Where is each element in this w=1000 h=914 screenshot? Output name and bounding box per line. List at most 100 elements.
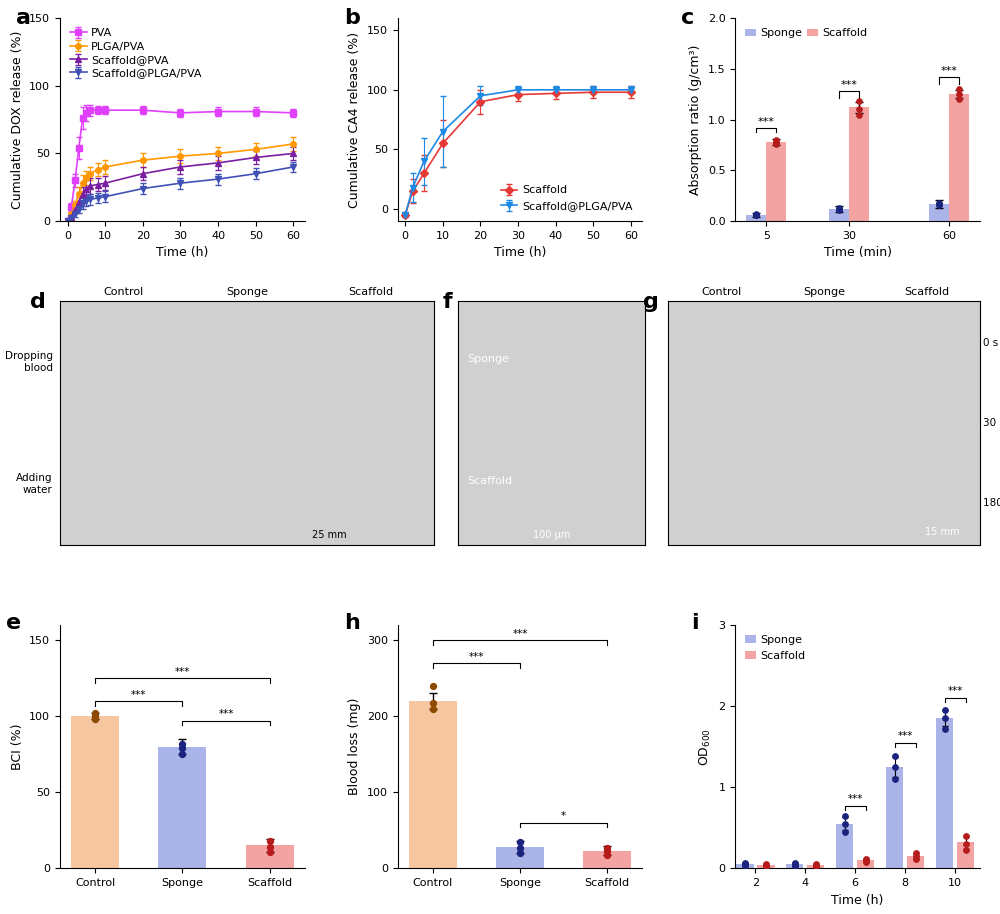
Bar xyxy=(857,860,874,868)
Text: f: f xyxy=(443,292,452,312)
Point xyxy=(512,841,528,856)
X-axis label: Time (h): Time (h) xyxy=(494,246,546,260)
Text: b: b xyxy=(344,8,360,28)
Point xyxy=(858,855,874,869)
Bar xyxy=(71,717,119,868)
Text: 30 s: 30 s xyxy=(983,418,1000,428)
Bar xyxy=(736,865,754,868)
Text: Sponge: Sponge xyxy=(226,286,268,296)
Point xyxy=(87,712,103,727)
Text: Scaffold: Scaffold xyxy=(467,476,512,486)
Text: ***: *** xyxy=(847,794,863,804)
Point xyxy=(737,857,753,872)
Point xyxy=(787,857,803,872)
Text: Scaffold: Scaffold xyxy=(904,286,950,296)
Text: 15 mm: 15 mm xyxy=(925,527,960,537)
Text: ***: *** xyxy=(131,689,146,699)
Point xyxy=(908,845,924,860)
Point xyxy=(87,706,103,720)
Bar xyxy=(786,865,803,868)
Text: Sponge: Sponge xyxy=(467,355,509,364)
Text: ***: *** xyxy=(841,80,858,90)
Point xyxy=(599,841,615,856)
Point xyxy=(908,852,924,866)
X-axis label: Time (h): Time (h) xyxy=(831,894,884,907)
Bar xyxy=(583,851,631,868)
Text: Sponge: Sponge xyxy=(803,286,845,296)
Point xyxy=(787,858,803,873)
Y-axis label: Cumulative CA4 release (%): Cumulative CA4 release (%) xyxy=(348,32,361,207)
Point xyxy=(808,857,824,872)
X-axis label: Time (h): Time (h) xyxy=(156,246,209,260)
Point xyxy=(837,824,853,839)
Bar xyxy=(849,108,869,221)
Point xyxy=(837,816,853,831)
Text: h: h xyxy=(344,613,360,632)
Point xyxy=(512,845,528,860)
Point xyxy=(837,808,853,823)
Point xyxy=(748,208,764,223)
Point xyxy=(262,834,278,848)
Bar xyxy=(746,215,766,221)
Bar xyxy=(957,843,974,868)
Point xyxy=(858,851,874,866)
Bar xyxy=(929,204,949,221)
Bar xyxy=(936,718,953,868)
Bar xyxy=(807,865,824,868)
Bar xyxy=(829,208,849,221)
Point xyxy=(748,207,764,222)
Text: g: g xyxy=(643,292,659,312)
Point xyxy=(768,137,784,152)
Point xyxy=(951,92,967,107)
Bar xyxy=(886,767,903,868)
Point xyxy=(931,197,947,211)
Point xyxy=(908,849,924,864)
Point xyxy=(858,853,874,867)
Text: ***: *** xyxy=(758,117,775,127)
Point xyxy=(425,696,441,710)
Point xyxy=(831,203,847,218)
Point xyxy=(887,771,903,786)
Y-axis label: OD$_{600}$: OD$_{600}$ xyxy=(698,728,713,766)
Text: i: i xyxy=(691,613,699,632)
Point xyxy=(174,747,190,761)
Point xyxy=(937,721,953,736)
Bar xyxy=(766,142,786,221)
Y-axis label: Blood loss (mg): Blood loss (mg) xyxy=(348,698,361,795)
Point xyxy=(958,843,974,857)
Bar xyxy=(836,824,853,868)
X-axis label: Time (min): Time (min) xyxy=(824,246,892,260)
Point xyxy=(758,857,774,872)
Text: ***: *** xyxy=(175,666,190,676)
Point xyxy=(808,857,824,872)
Bar xyxy=(907,856,924,868)
Legend: Sponge, Scaffold: Sponge, Scaffold xyxy=(741,631,809,665)
Y-axis label: Absorption ratio (g/cm³): Absorption ratio (g/cm³) xyxy=(689,45,702,195)
Text: ***: *** xyxy=(941,66,957,76)
Text: Dropping
blood: Dropping blood xyxy=(5,351,53,373)
Point xyxy=(758,857,774,872)
Text: ***: *** xyxy=(218,709,234,719)
Point xyxy=(931,197,947,212)
Point xyxy=(425,701,441,716)
Text: 0 s: 0 s xyxy=(983,338,998,347)
Text: ***: *** xyxy=(512,629,528,639)
Text: Adding
water: Adding water xyxy=(16,473,53,494)
Point xyxy=(937,711,953,726)
Point xyxy=(937,703,953,717)
Point xyxy=(737,856,753,870)
Point xyxy=(887,749,903,764)
Text: d: d xyxy=(30,292,46,312)
Text: 180 s: 180 s xyxy=(983,498,1000,508)
Point xyxy=(831,201,847,216)
Point xyxy=(808,858,824,873)
Legend: Scaffold, Scaffold@PLGA/PVA: Scaffold, Scaffold@PLGA/PVA xyxy=(496,181,637,216)
Point xyxy=(887,760,903,774)
Text: c: c xyxy=(681,8,695,28)
Point xyxy=(958,836,974,851)
Point xyxy=(599,847,615,862)
Point xyxy=(768,133,784,147)
Y-axis label: BCI (%): BCI (%) xyxy=(11,723,24,770)
Point xyxy=(737,858,753,873)
Bar xyxy=(757,865,775,868)
